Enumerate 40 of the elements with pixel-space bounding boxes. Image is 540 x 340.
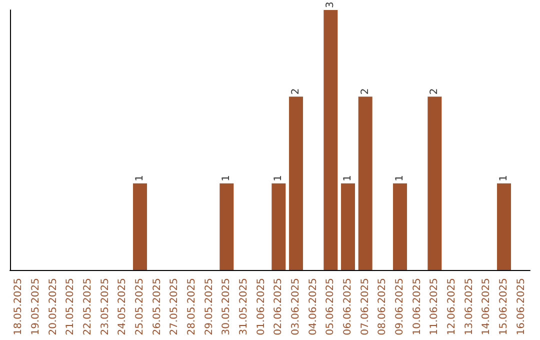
x-tick-label: 28.05.2025 <box>186 278 198 336</box>
x-tick-label: 09.06.2025 <box>394 278 406 336</box>
x-tick-label: 11.06.2025 <box>429 278 440 336</box>
x-tick-label: 22.05.2025 <box>82 278 94 336</box>
x-tick-label: 16.06.2025 <box>516 278 527 336</box>
x-tick-label: 25.05.2025 <box>134 278 146 336</box>
x-tick-label: 24.05.2025 <box>117 278 128 336</box>
data-label: 2 <box>290 88 302 95</box>
x-tick-label: 27.05.2025 <box>169 278 180 336</box>
data-label: 1 <box>134 174 146 182</box>
x-tick-label: 04.06.2025 <box>308 278 319 336</box>
x-tick-label: 14.06.2025 <box>481 278 492 336</box>
x-tick-label: 19.05.2025 <box>30 278 42 336</box>
x-tick-label: 26.05.2025 <box>152 278 163 336</box>
x-tick-label: 01.06.2025 <box>256 278 267 336</box>
x-tick-label: 02.06.2025 <box>273 278 284 336</box>
data-label: 1 <box>342 174 354 182</box>
x-tick-label: 20.05.2025 <box>48 278 59 336</box>
x-tick-label: 30.05.2025 <box>221 278 232 336</box>
data-label: 1 <box>394 174 406 182</box>
x-tick-label: 07.06.2025 <box>360 278 371 336</box>
x-tick-label: 06.06.2025 <box>342 278 354 336</box>
data-label: 1 <box>221 174 232 182</box>
x-tick-label: 23.05.2025 <box>100 278 111 336</box>
x-tick-label: 13.06.2025 <box>464 278 475 336</box>
x-tick-label: 31.05.2025 <box>238 278 250 336</box>
x-tick-label: 10.06.2025 <box>412 278 423 336</box>
x-tick-label: 05.06.2025 <box>325 278 336 336</box>
x-tick-label: 03.06.2025 <box>290 278 302 336</box>
x-tick-label: 12.06.2025 <box>446 278 458 336</box>
x-tick-label: 18.05.2025 <box>13 278 24 336</box>
x-tick-label: 29.05.2025 <box>204 278 215 336</box>
x-tick-label: 08.06.2025 <box>377 278 388 336</box>
data-label: 1 <box>498 174 510 182</box>
data-label: 2 <box>429 88 440 95</box>
x-tick-label: 21.05.2025 <box>65 278 76 336</box>
data-label: 1 <box>273 174 284 182</box>
data-label: 3 <box>325 2 336 8</box>
x-tick-label: 15.06.2025 <box>498 278 510 336</box>
data-label: 2 <box>360 88 371 95</box>
